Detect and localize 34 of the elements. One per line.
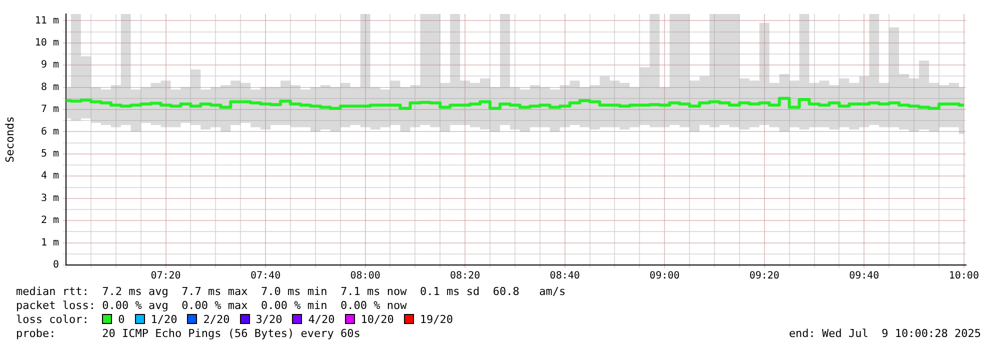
- x-tick-label: 08:00: [350, 270, 380, 282]
- y-tick-label: 11 m: [34, 15, 59, 26]
- y-tick-label: 0: [52, 260, 59, 271]
- text: 4/20: [308, 313, 335, 326]
- text: 3/20: [256, 313, 282, 326]
- y-tick-label: 10 m: [34, 37, 59, 48]
- text: end: Wed Jul 9 10:00:28 2025: [788, 327, 981, 340]
- x-tick-label: 07:40: [250, 270, 281, 282]
- text: packet loss: 0.00 % avg 0.00 % max 0.00 % min 0.00 % now: [16, 299, 407, 312]
- x-tick-label: 09:00: [650, 270, 680, 282]
- x-tick-label: 09:40: [849, 270, 880, 282]
- x-tick-label: 10:00: [948, 270, 979, 282]
- y-tick-label: 8 m: [40, 82, 59, 93]
- text: 0: [118, 313, 125, 326]
- text: 2/20: [203, 313, 230, 326]
- y-tick-label: 2 m: [40, 215, 59, 226]
- y-tick-label: 7 m: [40, 104, 59, 116]
- y-tick-label: 5 m: [40, 148, 59, 160]
- text: 19/20: [420, 313, 453, 326]
- x-tick-label: 08:20: [450, 270, 480, 282]
- y-tick-label: 3 m: [40, 192, 59, 204]
- x-tick-label: 08:40: [550, 270, 580, 282]
- y-axis-title: Seconds: [3, 116, 16, 163]
- x-tick-label: 07:20: [150, 270, 181, 282]
- text: median rtt: 7.2 ms avg 7.7 ms max 7.0 ms min 7.1 ms now 0.1 ms sd 60.8 am/s: [16, 285, 566, 298]
- y-tick-label: 6 m: [40, 126, 59, 138]
- text: probe: 20 ICMP Echo Pings (56 Bytes) every 60s: [16, 327, 360, 340]
- text: 10/20: [360, 313, 394, 326]
- y-tick-label: 9 m: [40, 60, 59, 71]
- y-tick-label: 1 m: [40, 237, 59, 248]
- x-tick-label: 09:20: [749, 270, 780, 282]
- text: loss color:: [16, 313, 90, 326]
- text: 1/20: [150, 313, 178, 326]
- y-tick-label: 4 m: [40, 170, 59, 182]
